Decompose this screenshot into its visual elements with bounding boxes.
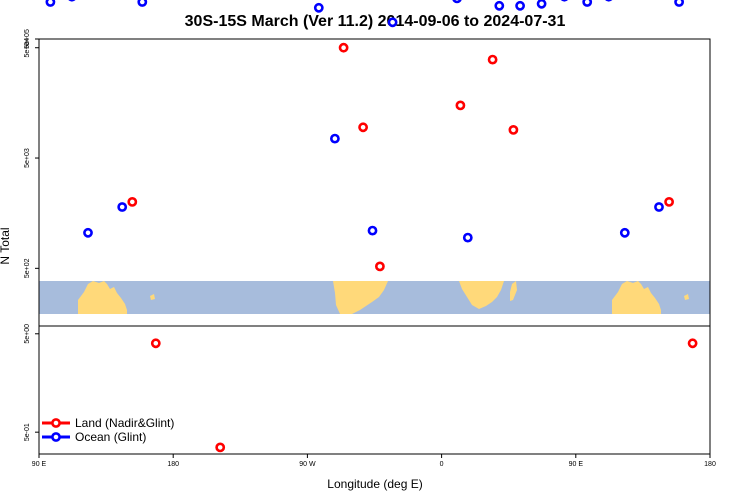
lower-panel-frame [38,325,711,455]
map-land-madagascar [510,281,517,301]
map-land-islands-left [150,294,155,300]
land-point-9 [455,100,466,111]
ocean-point-18 [452,0,462,4]
upper-y-tick-label-3: 5e+05 [24,29,31,49]
map-land-islands-right [684,294,689,300]
ocean-point-15 [387,17,398,28]
lower-y-tick-label-1: 5e+00 [24,324,31,344]
y-axis-label: N Total [0,227,12,264]
map-land-australia-1 [78,281,127,314]
land-point-8 [374,261,385,272]
upper-y-tick-label-2: 5e+04 [24,38,31,58]
land-point-6 [338,42,349,53]
land-point-7 [358,122,368,133]
x-tick-label-0: 90 E [32,461,47,468]
x-tick-label-4: 90 E [569,461,584,468]
map-land-south-america [333,281,388,314]
ocean-point-26 [619,227,630,238]
upper-y-tick-label-1: 5e+03 [24,148,31,168]
ocean-point-19 [462,232,473,243]
land-point-4 [150,338,161,349]
ocean-point-2 [83,227,93,238]
map-land-africa [459,281,504,309]
map-land-australia-2 [612,281,661,314]
ocean-point-24 [582,0,593,7]
legend-land-label: Land (Nadir&Glint) [75,416,174,430]
ocean-point-3 [117,202,128,212]
x-tick-label-2: 90 W [299,461,316,468]
map-strip [39,281,710,314]
land-point-11 [487,54,498,65]
land-point-16 [664,196,674,207]
land-point-12 [508,124,519,135]
ocean-point-27 [654,202,664,212]
ocean-point-12 [313,2,324,13]
ocean-point-14 [367,225,378,236]
legend-ocean-label: Ocean (Glint) [75,430,146,444]
legend-ocean-marker [51,432,61,442]
chart-title: 30S-15S March (Ver 11.2) 2014-09-06 to 2… [185,13,566,30]
land-point-5 [215,442,226,453]
data-points [45,0,698,453]
x-tick-label-3: 0 [440,461,444,468]
ocean-point-0 [45,0,56,7]
upper-y-tick-label-0: 5e+02 [24,258,31,278]
x-axis-label: Longitude (deg E) [327,477,422,491]
ocean-point-21 [515,0,525,11]
ocean-point-22 [536,0,547,9]
legend: Land (Nadir&Glint) Ocean (Glint) [42,416,174,444]
ocean-point-4 [137,0,148,7]
lower-y-tick-label-0: 5e-01 [24,423,31,441]
land-point-3 [127,196,138,207]
ocean-point-28 [674,0,684,7]
ocean-point-20 [494,0,505,11]
land-point-17 [687,338,698,349]
x-tick-label-5: 180 [704,461,716,468]
ocean-point-13 [329,133,340,144]
x-tick-label-1: 180 [167,461,179,468]
legend-land-marker [51,418,61,428]
